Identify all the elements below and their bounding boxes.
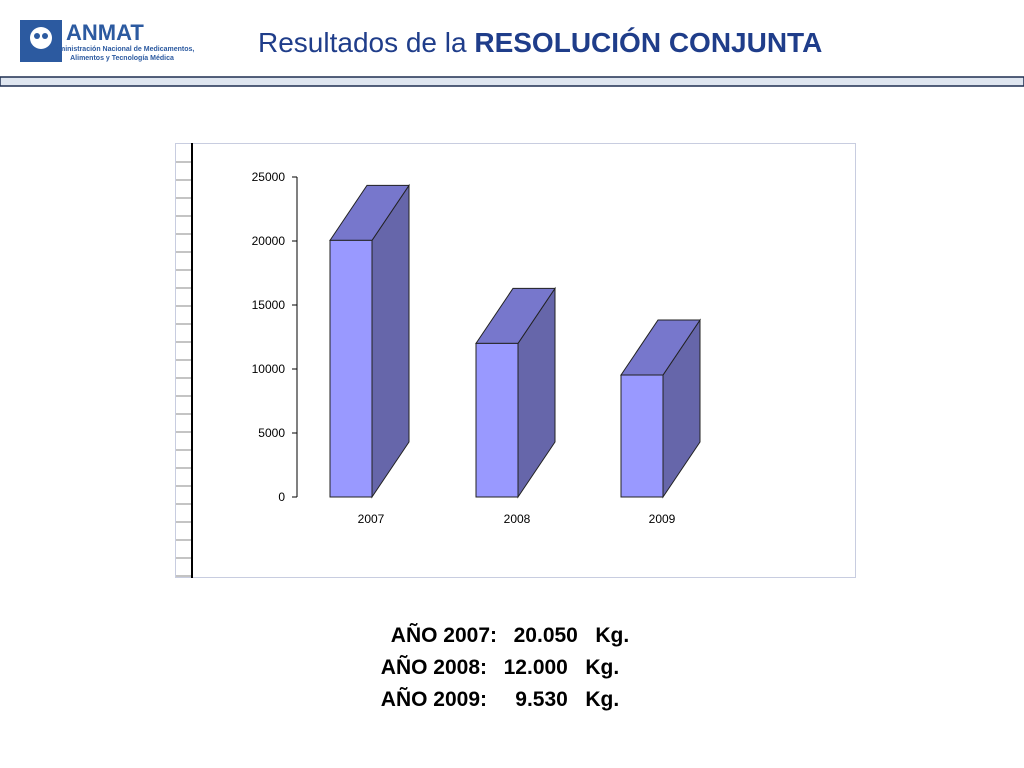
x-tick-label: 2008 bbox=[504, 512, 531, 526]
summary-line: AÑO 2008: 12.000 Kg. bbox=[0, 656, 1000, 680]
y-tick-label: 25000 bbox=[252, 170, 286, 184]
summary-value: 20.050 bbox=[513, 624, 578, 647]
summary-value: 9.530 bbox=[515, 688, 568, 711]
x-tick-label: 2007 bbox=[358, 512, 385, 526]
y-tick-label: 5000 bbox=[258, 426, 285, 440]
logo-text: ANMAT bbox=[66, 20, 144, 45]
logo-subtitle: Alimentos y Tecnología Médica bbox=[70, 55, 174, 62]
summary-unit: Kg. bbox=[585, 656, 620, 679]
bar bbox=[475, 286, 556, 499]
bar-front bbox=[329, 239, 373, 498]
y-tick-label: 0 bbox=[278, 490, 285, 504]
logo-eye bbox=[34, 33, 40, 39]
summary-value: 12.000 bbox=[503, 656, 568, 679]
y-tick-label: 15000 bbox=[252, 298, 286, 312]
bar bbox=[329, 183, 410, 499]
y-tick-label: 10000 bbox=[252, 362, 286, 376]
summary-unit: Kg. bbox=[585, 688, 620, 711]
x-tick-label: 2009 bbox=[649, 512, 676, 526]
header-rule bbox=[0, 76, 1024, 87]
bar-front bbox=[620, 374, 664, 498]
logo-owl bbox=[30, 27, 52, 49]
summary-label: AÑO 2007: bbox=[390, 624, 498, 647]
logo-eye bbox=[42, 33, 48, 39]
y-tick-label: 20000 bbox=[252, 234, 286, 248]
summary-unit: Kg. bbox=[595, 624, 630, 647]
title-text: Resultados de la bbox=[258, 27, 467, 58]
summary-line: AÑO 2009: 9.530 Kg. bbox=[0, 688, 1000, 712]
chart: 0 5000 10000 15000 20000 25000 2007 2008 2009 bbox=[252, 170, 701, 526]
summary-label: AÑO 2009: bbox=[380, 688, 488, 711]
bar-front bbox=[475, 342, 519, 498]
summary-line: AÑO 2007: 20.050 Kg. bbox=[10, 624, 1010, 648]
summary-label: AÑO 2008: bbox=[380, 656, 488, 679]
slide-title: Resultados de la RESOLUCIÓN CONJUNTA bbox=[258, 27, 822, 58]
logo-subtitle: Administración Nacional de Medicamentos, bbox=[50, 46, 195, 53]
frame-ladder bbox=[176, 161, 192, 577]
title-bold: RESOLUCIÓN CONJUNTA bbox=[474, 27, 822, 58]
bar bbox=[620, 318, 701, 499]
